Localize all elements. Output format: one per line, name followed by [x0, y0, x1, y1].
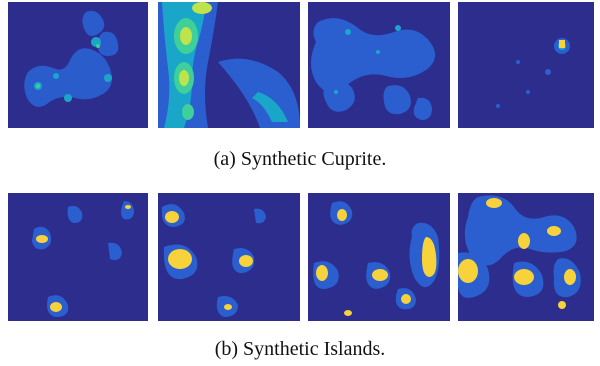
caption-a: (a) Synthetic Cuprite. — [213, 148, 387, 170]
islands-map-1 — [8, 193, 148, 321]
cuprite-map-2 — [158, 2, 300, 128]
cuprite-map-3 — [308, 2, 450, 128]
cuprite-map-1 — [8, 2, 148, 128]
islands-map-2 — [158, 193, 300, 321]
caption-b: (b) Synthetic Islands. — [214, 338, 386, 360]
islands-map-4 — [458, 193, 594, 321]
islands-row — [0, 190, 600, 325]
islands-map-3 — [308, 193, 450, 321]
cuprite-map-4 — [458, 2, 594, 128]
cuprite-row — [0, 0, 600, 140]
